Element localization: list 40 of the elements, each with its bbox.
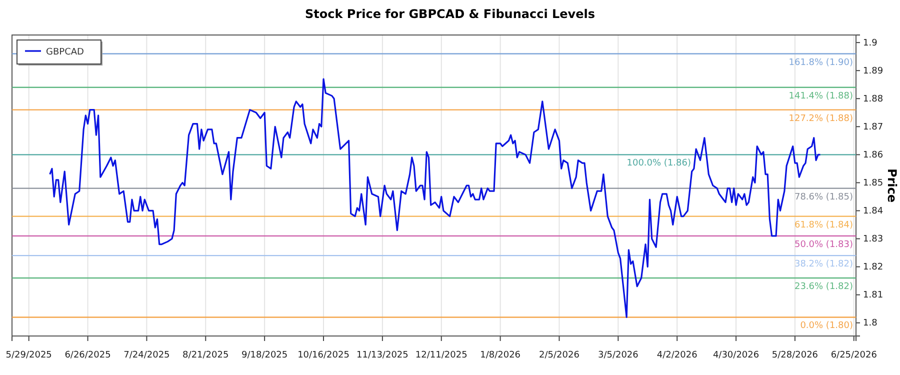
x-tick-label: 2/5/2026 bbox=[539, 350, 580, 360]
ref-line-label: 50.0% (1.83) bbox=[794, 240, 853, 250]
x-tick-label: 4/30/2026 bbox=[712, 350, 760, 360]
y-tick-label: 1.9 bbox=[863, 38, 878, 48]
y-tick-label: 1.83 bbox=[863, 234, 884, 245]
x-tick-label: 6/25/2026 bbox=[830, 350, 878, 360]
x-tick-label: 5/28/2026 bbox=[772, 350, 818, 360]
legend-label: GBPCAD bbox=[46, 48, 84, 58]
ref-line-label: 100.0% (1.86) bbox=[626, 158, 691, 169]
y-tick-label: 1.86 bbox=[863, 150, 884, 161]
x-tick-label: 11/13/2025 bbox=[356, 350, 408, 360]
y-axis-title: Price bbox=[885, 168, 899, 203]
x-tick-label: 1/8/2026 bbox=[480, 350, 521, 360]
ref-line-label: 0.0% (1.80) bbox=[800, 321, 853, 332]
ref-line-label: 78.6% (1.85) bbox=[794, 192, 853, 202]
y-tick-label: 1.8 bbox=[863, 318, 878, 329]
ref-line-label: 127.2% (1.88) bbox=[788, 114, 853, 124]
x-tick-label: 10/16/2025 bbox=[298, 350, 350, 360]
y-tick-label: 1.88 bbox=[863, 94, 884, 104]
ref-line-label: 23.6% (1.82) bbox=[794, 282, 853, 292]
ref-line-label: 38.2% (1.82) bbox=[794, 260, 853, 270]
ref-line-label: 61.8% (1.84) bbox=[794, 220, 853, 230]
x-tick-label: 7/24/2025 bbox=[124, 350, 170, 360]
x-tick-label: 3/5/2026 bbox=[598, 350, 639, 360]
y-tick-label: 1.84 bbox=[863, 206, 884, 217]
x-tick-label: 4/2/2026 bbox=[656, 350, 698, 360]
x-tick-label: 5/29/2025 bbox=[6, 350, 52, 360]
line-series bbox=[49, 78, 822, 318]
y-tick-label: 1.82 bbox=[863, 262, 884, 273]
x-tick-label: 6/26/2025 bbox=[64, 350, 111, 360]
x-tick-label: 8/21/2025 bbox=[182, 350, 229, 360]
ref-line-label: 161.8% (1.90) bbox=[788, 58, 853, 68]
ref-line-label: 141.4% (1.88) bbox=[788, 91, 853, 102]
y-tick-label: 1.85 bbox=[863, 178, 884, 189]
chart-title: Stock Price for GBPCAD & Fibunacci Levels bbox=[305, 7, 595, 21]
y-tick-label: 1.87 bbox=[863, 122, 884, 133]
y-tick-label: 1.89 bbox=[863, 66, 884, 76]
y-tick-label: 1.81 bbox=[863, 290, 884, 301]
x-tick-label: 9/18/2025 bbox=[241, 350, 288, 360]
x-tick-label: 12/11/2025 bbox=[415, 350, 468, 360]
